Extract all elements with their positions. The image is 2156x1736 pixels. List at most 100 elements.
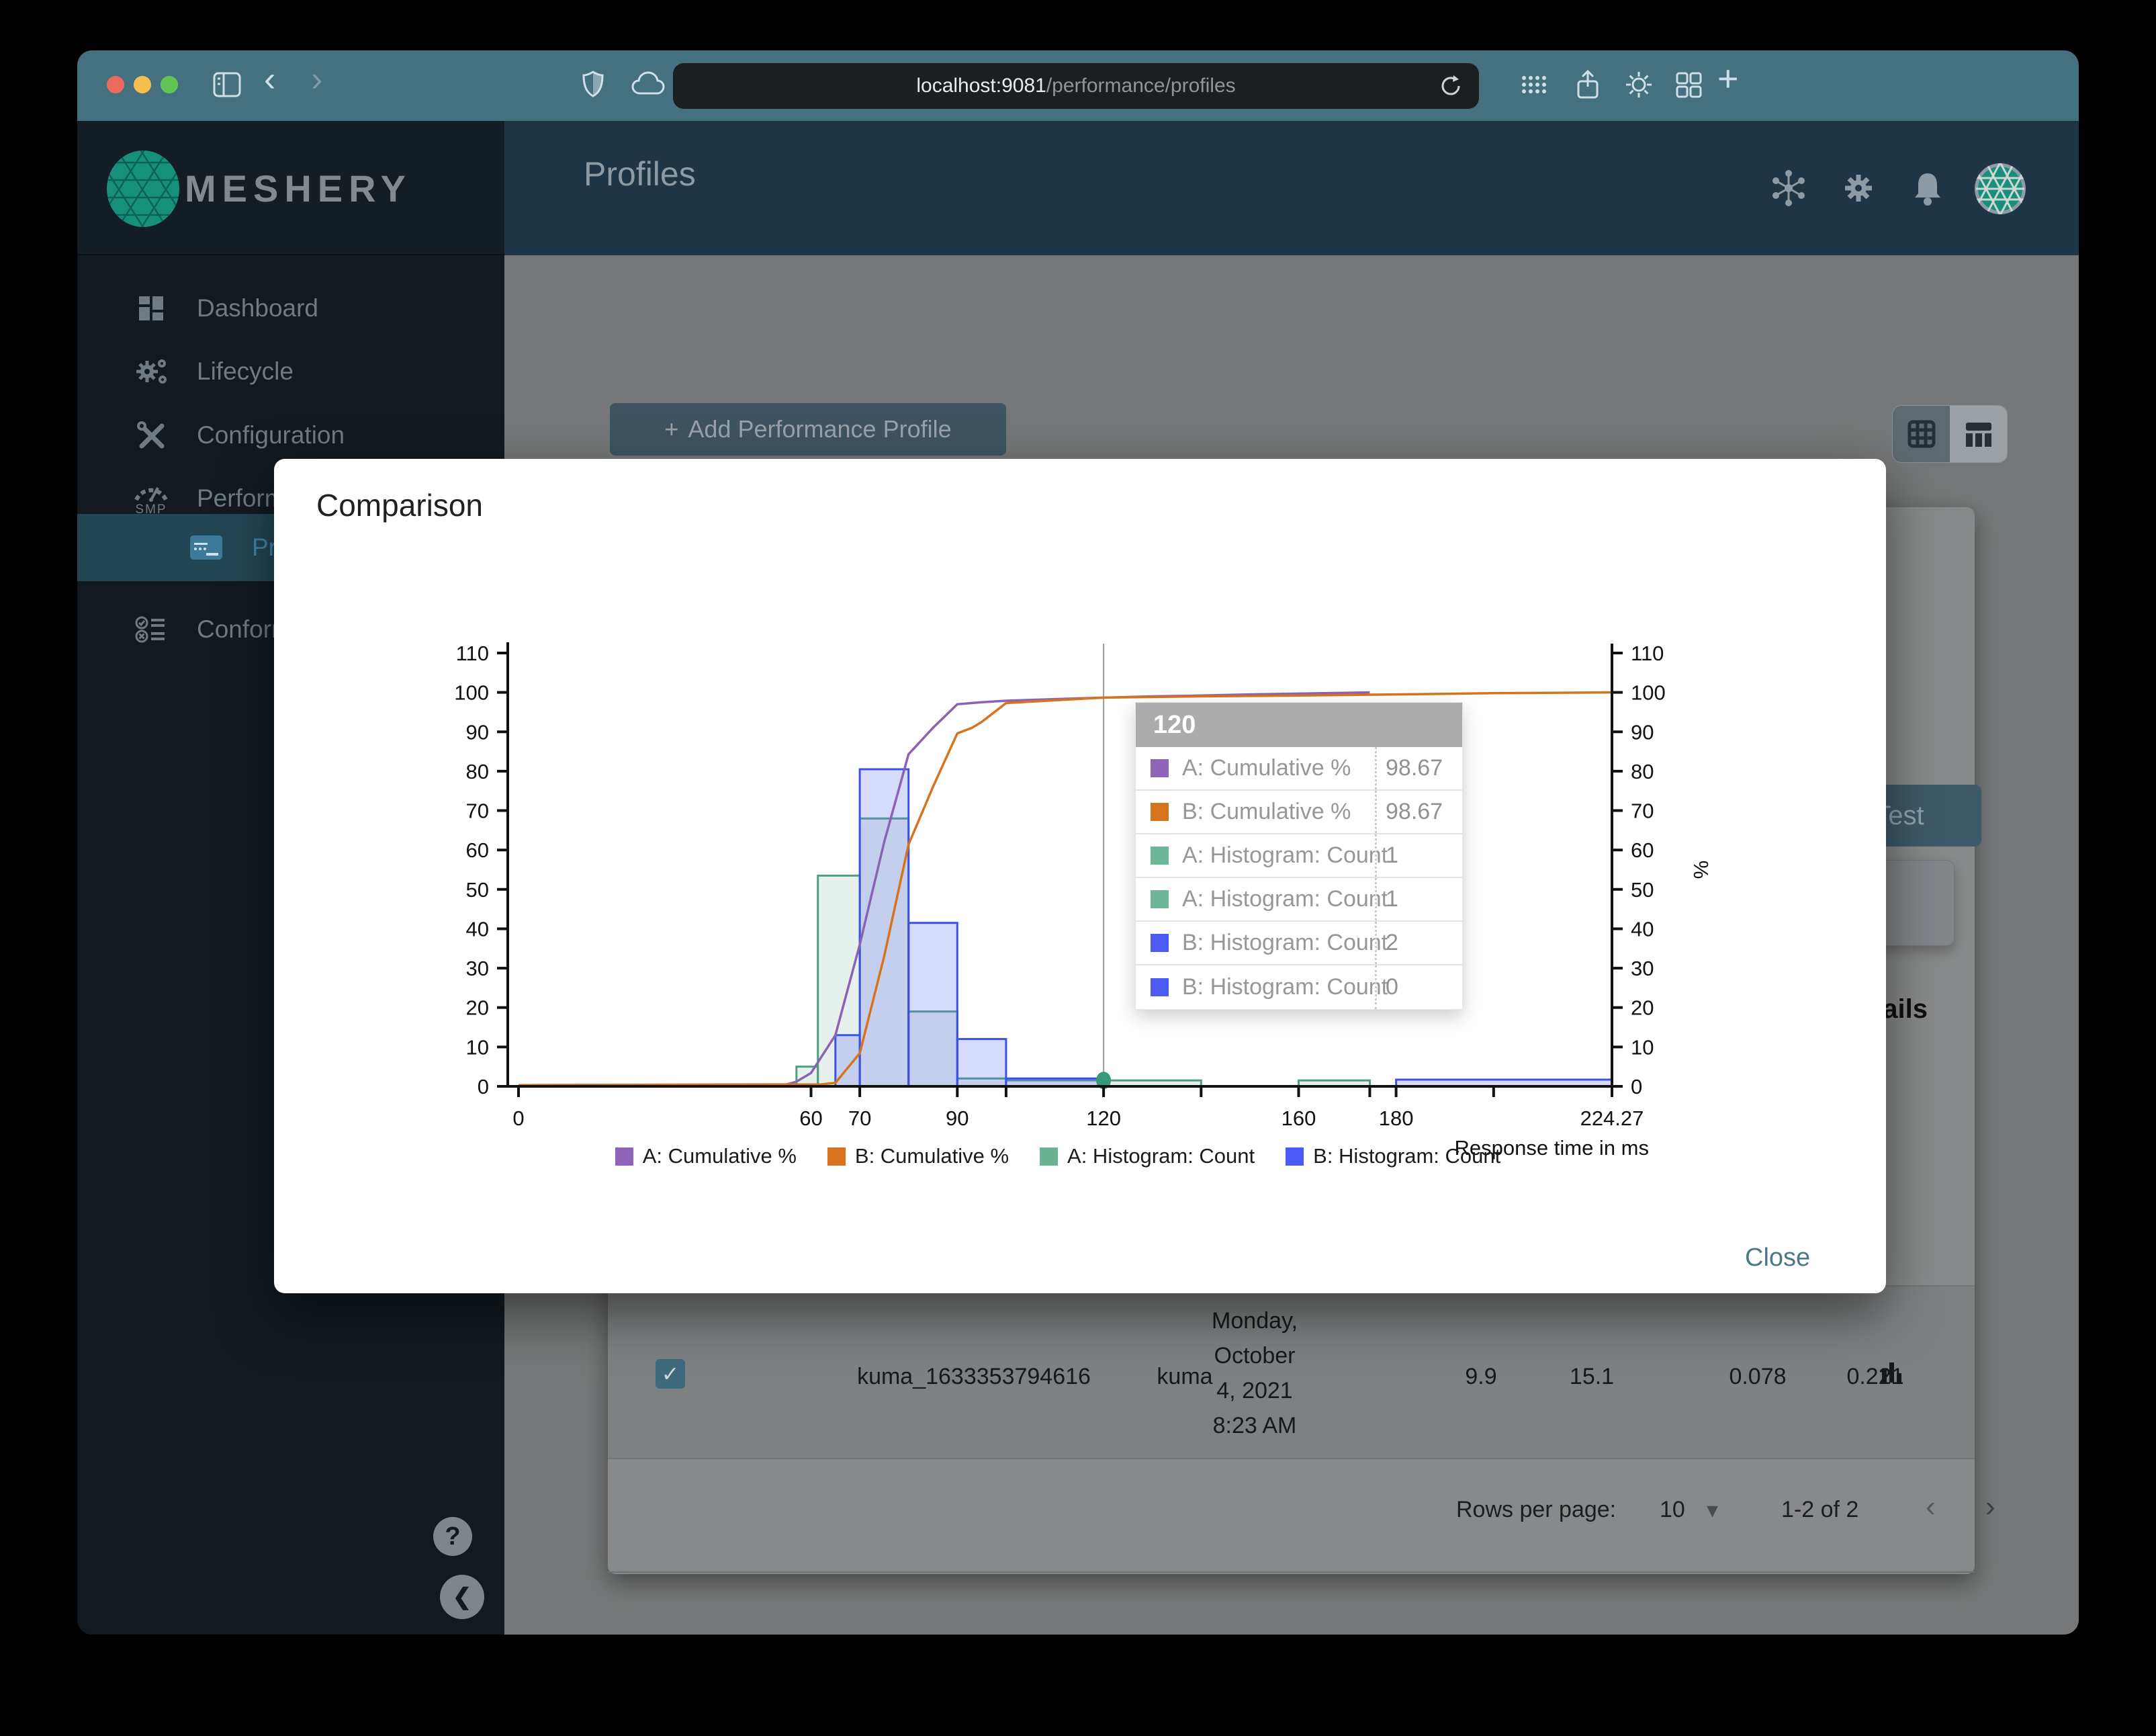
- legend-swatch: [1040, 1147, 1059, 1166]
- dashboard-icon: [130, 292, 173, 324]
- forward-icon[interactable]: ›: [311, 60, 323, 99]
- help-button[interactable]: ?: [433, 1517, 472, 1556]
- cloud-icon[interactable]: [629, 67, 667, 105]
- tooltip-swatch: [1151, 847, 1169, 865]
- svg-text:70: 70: [1631, 799, 1654, 823]
- svg-text:50: 50: [1631, 878, 1654, 902]
- share-icon[interactable]: [1570, 67, 1606, 106]
- tooltip-row: A: Histogram: Count 1: [1136, 834, 1462, 878]
- sidebar-toggle-icon[interactable]: [209, 67, 245, 106]
- duration-cell: 15.1: [1569, 1364, 1615, 1389]
- divider: [608, 1571, 1975, 1573]
- tooltip-row: B: Cumulative % 98.67: [1136, 791, 1462, 834]
- svg-text:10: 10: [466, 1035, 489, 1059]
- select-caret-icon[interactable]: ▾: [1707, 1498, 1719, 1523]
- page-title: Profiles: [584, 155, 696, 193]
- tooltip-row: A: Histogram: Count 1: [1136, 878, 1462, 922]
- tooltip-title: 120: [1136, 703, 1462, 747]
- tab-overview-icon[interactable]: [1670, 67, 1707, 106]
- configuration-tools-icon: [130, 418, 173, 453]
- legend-swatch: [615, 1147, 633, 1166]
- svg-text:180: 180: [1379, 1106, 1414, 1130]
- grid-view-button[interactable]: [1893, 406, 1950, 462]
- collapse-sidebar-button[interactable]: ❮: [440, 1575, 484, 1619]
- svg-text:60: 60: [799, 1106, 822, 1130]
- svg-text:110: 110: [456, 642, 489, 665]
- chart-tooltip: 120 A: Cumulative % 98.67 B: Cumulative %…: [1135, 702, 1463, 1010]
- svg-text:100: 100: [1631, 681, 1666, 705]
- add-performance-profile-label: Add Performance Profile: [688, 415, 952, 443]
- tooltip-row: B: Histogram: Count 2: [1136, 922, 1462, 965]
- app-settings-gear-icon[interactable]: [1838, 168, 1879, 212]
- next-page-icon[interactable]: ›: [1985, 1490, 1995, 1523]
- question-mark-icon: ?: [445, 1522, 461, 1551]
- svg-text:70: 70: [466, 799, 489, 823]
- close-window-button[interactable]: [107, 76, 124, 93]
- svg-text:100: 100: [454, 681, 489, 705]
- svg-text:60: 60: [1631, 838, 1654, 862]
- legend-item[interactable]: A: Histogram: Count: [1040, 1144, 1255, 1168]
- new-tab-icon[interactable]: +: [1717, 58, 1739, 99]
- p99-cell: 0.221: [1846, 1364, 1904, 1389]
- row-chart-icon[interactable]: [1877, 1357, 1907, 1394]
- plus-icon: +: [664, 415, 679, 443]
- tooltip-swatch: [1151, 934, 1169, 952]
- mesh-cell: kuma: [1157, 1364, 1213, 1389]
- brand-row[interactable]: MESHERY: [77, 121, 504, 255]
- tooltip-swatch: [1151, 759, 1169, 777]
- table-view-button[interactable]: [1950, 406, 2007, 462]
- settings-gear-icon[interactable]: [1621, 67, 1657, 106]
- add-performance-profile-button[interactable]: + Add Performance Profile: [610, 403, 1006, 455]
- sidebar-item-lifecycle[interactable]: Lifecycle: [77, 339, 504, 404]
- svg-text:160: 160: [1282, 1106, 1316, 1130]
- privacy-shield-icon[interactable]: [576, 67, 611, 105]
- lifecycle-gears-icon: [130, 355, 173, 388]
- service-mesh-icon[interactable]: [1768, 168, 1809, 212]
- svg-text:20: 20: [466, 996, 489, 1020]
- rows-per-page-label: Rows per page:: [1456, 1497, 1617, 1522]
- performance-speedometer-icon: SMP: [130, 480, 173, 517]
- table-view-icon: [1965, 423, 1991, 447]
- brand-name: MESHERY: [185, 167, 412, 210]
- svg-text:0: 0: [478, 1075, 489, 1098]
- svg-text:50: 50: [466, 878, 489, 902]
- tooltip-swatch: [1151, 890, 1169, 908]
- back-icon[interactable]: ‹: [264, 60, 276, 99]
- user-avatar[interactable]: [1973, 161, 2028, 220]
- svg-text:60: 60: [466, 838, 489, 862]
- minimize-window-button[interactable]: [134, 76, 151, 93]
- sidebar-item-dashboard[interactable]: Dashboard: [77, 276, 504, 341]
- svg-text:0: 0: [512, 1106, 524, 1130]
- dialog-title: Comparison: [316, 488, 483, 523]
- legend-item[interactable]: A: Cumulative %: [615, 1144, 797, 1168]
- tooltip-row: A: Cumulative % 98.67: [1136, 747, 1462, 791]
- previous-page-icon[interactable]: ‹: [1926, 1490, 1936, 1523]
- sidebar-item-configuration[interactable]: Configuration: [77, 403, 504, 468]
- reload-icon[interactable]: [1437, 73, 1464, 105]
- svg-text:90: 90: [946, 1106, 969, 1130]
- svg-text:110: 110: [1631, 642, 1664, 665]
- url-host: localhost:9081: [916, 75, 1046, 97]
- svg-text:40: 40: [1631, 918, 1654, 941]
- close-button[interactable]: Close: [1745, 1244, 1811, 1272]
- tooltip-swatch: [1151, 803, 1169, 821]
- svg-text:20: 20: [1631, 996, 1654, 1020]
- legend-item[interactable]: B: Cumulative %: [827, 1144, 1009, 1168]
- svg-text:70: 70: [848, 1106, 871, 1130]
- notifications-bell-icon[interactable]: [1908, 168, 1947, 213]
- date-cell: Monday, October 4, 2021 8:23 AM: [1212, 1308, 1298, 1438]
- extensions-grid-icon[interactable]: [1516, 67, 1552, 106]
- comparison-chart[interactable]: 0 0 10 10 20 20 30 30 40 40 50 50 60 60 70 70 80 80 90 90 10…: [376, 625, 1740, 1182]
- browser-toolbar: ‹ › localhost:9081/performance/profiles: [77, 50, 2079, 121]
- zoom-window-button[interactable]: [161, 76, 178, 93]
- tooltip-swatch: [1151, 978, 1169, 996]
- legend-item[interactable]: B: Histogram: Count: [1286, 1144, 1500, 1168]
- table-row[interactable]: ✓ kuma_1633353794616 kuma Monday, Octobe…: [608, 1285, 1975, 1459]
- profile-name-cell: kuma_1633353794616: [857, 1364, 1091, 1389]
- svg-text:80: 80: [1631, 760, 1654, 783]
- rows-per-page-select[interactable]: 10: [1660, 1497, 1685, 1522]
- address-bar[interactable]: localhost:9081/performance/profiles: [673, 63, 1479, 109]
- check-icon: ✓: [661, 1362, 680, 1386]
- row-checkbox[interactable]: ✓: [656, 1359, 685, 1389]
